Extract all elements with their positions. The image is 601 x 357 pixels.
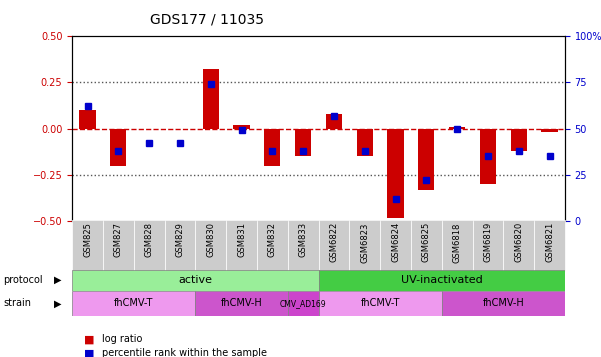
FancyBboxPatch shape [72, 220, 103, 271]
FancyBboxPatch shape [195, 220, 226, 271]
Text: GSM6825: GSM6825 [417, 224, 426, 265]
Text: GSM832: GSM832 [263, 224, 272, 259]
Bar [195, 291, 288, 316]
Text: GSM833: GSM833 [299, 222, 308, 257]
Bar [203, 69, 219, 129]
Text: fhCMV-T: fhCMV-T [114, 298, 153, 308]
Text: strain: strain [3, 298, 31, 308]
FancyBboxPatch shape [442, 220, 472, 271]
Text: GSM830: GSM830 [206, 222, 215, 257]
Bar [388, 129, 404, 218]
Text: GSM830: GSM830 [202, 224, 211, 259]
FancyBboxPatch shape [380, 220, 411, 271]
Text: UV-inactivated: UV-inactivated [401, 275, 483, 285]
Bar [264, 129, 281, 166]
Bar [288, 291, 319, 316]
FancyBboxPatch shape [257, 220, 288, 271]
Text: GSM6820: GSM6820 [510, 224, 519, 265]
Text: GSM6821: GSM6821 [540, 224, 549, 265]
Text: GSM829: GSM829 [175, 222, 185, 257]
Text: GSM6825: GSM6825 [422, 222, 431, 262]
Text: active: active [178, 275, 212, 285]
Text: GSM828: GSM828 [140, 224, 149, 259]
Text: GSM831: GSM831 [237, 222, 246, 257]
Bar [480, 129, 496, 184]
Bar [449, 127, 465, 129]
Text: GSM6822: GSM6822 [325, 224, 334, 265]
Text: GSM825: GSM825 [83, 222, 92, 257]
Bar [418, 129, 435, 190]
Text: ■: ■ [84, 334, 94, 344]
Text: GSM831: GSM831 [233, 224, 242, 259]
Bar [511, 129, 527, 151]
FancyBboxPatch shape [411, 220, 442, 271]
Text: GSM6823: GSM6823 [360, 222, 369, 262]
Text: GSM829: GSM829 [171, 224, 180, 259]
Text: GSM6818: GSM6818 [453, 222, 462, 262]
Bar [326, 114, 342, 129]
Bar [319, 291, 442, 316]
Text: GSM6824: GSM6824 [386, 224, 395, 265]
Text: GSM6822: GSM6822 [329, 222, 338, 262]
Text: fhCMV-T: fhCMV-T [361, 298, 400, 308]
Text: GSM827: GSM827 [109, 224, 118, 259]
Text: ▶: ▶ [54, 275, 61, 285]
Bar [319, 270, 565, 291]
Bar [295, 129, 311, 156]
Text: GSM832: GSM832 [268, 222, 277, 257]
Bar [233, 125, 249, 129]
Text: GSM827: GSM827 [114, 222, 123, 257]
Text: fhCMV-H: fhCMV-H [221, 298, 263, 308]
Text: GSM833: GSM833 [294, 224, 303, 259]
Bar [72, 291, 195, 316]
FancyBboxPatch shape [319, 220, 349, 271]
FancyBboxPatch shape [534, 220, 565, 271]
FancyBboxPatch shape [503, 220, 534, 271]
Bar [72, 270, 319, 291]
Bar [79, 110, 96, 129]
Bar [542, 129, 558, 132]
FancyBboxPatch shape [288, 220, 319, 271]
Text: log ratio: log ratio [102, 334, 142, 344]
Text: GSM6819: GSM6819 [479, 224, 488, 265]
FancyBboxPatch shape [133, 220, 165, 271]
FancyBboxPatch shape [226, 220, 257, 271]
Text: protocol: protocol [3, 275, 43, 285]
Text: percentile rank within the sample: percentile rank within the sample [102, 348, 267, 357]
Text: GSM6820: GSM6820 [514, 222, 523, 262]
Text: GSM828: GSM828 [145, 222, 154, 257]
Text: GSM6824: GSM6824 [391, 222, 400, 262]
Bar [356, 129, 373, 156]
Text: GSM825: GSM825 [79, 224, 88, 259]
Text: ▶: ▶ [54, 298, 61, 308]
Text: GDS177 / 11035: GDS177 / 11035 [150, 12, 264, 26]
Text: GSM6821: GSM6821 [545, 222, 554, 262]
Text: GSM6818: GSM6818 [448, 224, 457, 265]
Bar [442, 291, 565, 316]
FancyBboxPatch shape [349, 220, 380, 271]
FancyBboxPatch shape [165, 220, 195, 271]
Bar [110, 129, 126, 166]
Text: GSM6823: GSM6823 [356, 224, 365, 265]
FancyBboxPatch shape [103, 220, 133, 271]
Text: CMV_AD169: CMV_AD169 [280, 299, 326, 308]
FancyBboxPatch shape [472, 220, 503, 271]
Text: ■: ■ [84, 348, 94, 357]
Text: GSM6819: GSM6819 [483, 222, 492, 262]
Text: fhCMV-H: fhCMV-H [483, 298, 524, 308]
